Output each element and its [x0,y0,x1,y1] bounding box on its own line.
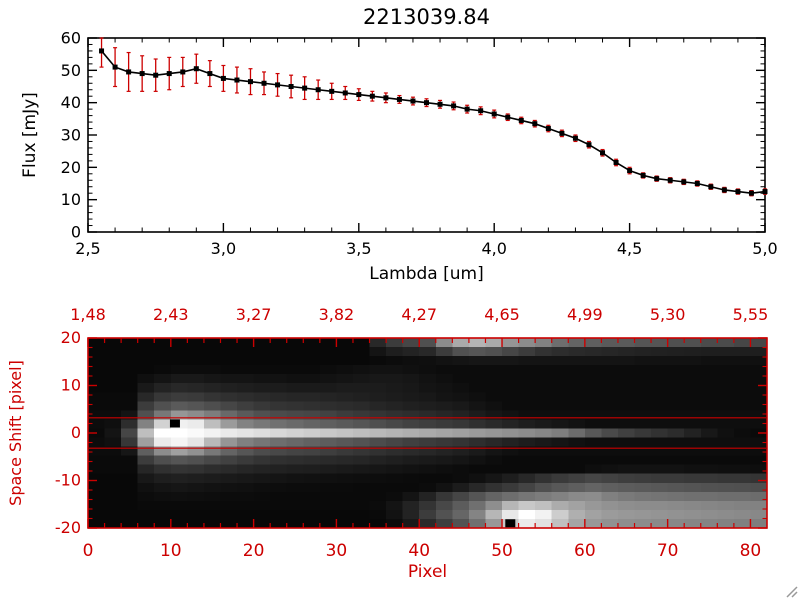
svg-text:40: 40 [61,93,81,112]
svg-text:4,0: 4,0 [481,239,506,258]
resize-handle-icon[interactable] [791,591,798,598]
svg-text:0: 0 [83,541,94,561]
svg-text:20: 20 [61,158,81,177]
svg-text:4,27: 4,27 [401,305,437,324]
flux-axis-label: Flux [mJy] [20,92,40,178]
svg-text:-10: -10 [55,471,81,490]
svg-text:70: 70 [657,541,679,561]
svg-text:50: 50 [61,61,81,80]
svg-text:20: 20 [243,541,265,561]
svg-text:60: 60 [61,29,81,48]
svg-text:0: 0 [71,223,81,242]
svg-text:2,5: 2,5 [75,239,100,258]
svg-text:20: 20 [61,328,81,347]
svg-text:5,55: 5,55 [733,305,769,324]
svg-text:2,43: 2,43 [153,305,189,324]
svg-text:3,5: 3,5 [346,239,371,258]
svg-text:40: 40 [408,541,430,561]
svg-text:3,27: 3,27 [236,305,272,324]
svg-text:1,48: 1,48 [70,305,106,324]
resize-handle-icon[interactable] [786,586,798,598]
svg-text:4,65: 4,65 [484,305,520,324]
svg-text:50: 50 [491,541,513,561]
svg-text:0: 0 [71,423,81,442]
svg-text:10: 10 [160,541,182,561]
svg-text:10: 10 [61,376,81,395]
svg-text:3,0: 3,0 [211,239,236,258]
svg-text:-20: -20 [55,518,81,537]
spectral-image-heatmap [88,338,767,528]
svg-text:4,99: 4,99 [567,305,603,324]
svg-text:10: 10 [61,190,81,209]
svg-text:30: 30 [61,126,81,145]
svg-text:5,30: 5,30 [650,305,686,324]
plot-title: 2213039.84 [363,5,490,29]
svg-text:60: 60 [574,541,596,561]
space-shift-axis-label: Space Shift [pixel] [6,360,25,506]
pixel-axis-label: Pixel [407,562,448,582]
svg-text:80: 80 [740,541,762,561]
lambda-axis-label: Lambda [um] [369,264,484,284]
svg-text:30: 30 [326,541,348,561]
svg-text:5,0: 5,0 [752,239,777,258]
svg-text:4,5: 4,5 [617,239,642,258]
svg-text:3,82: 3,82 [319,305,355,324]
